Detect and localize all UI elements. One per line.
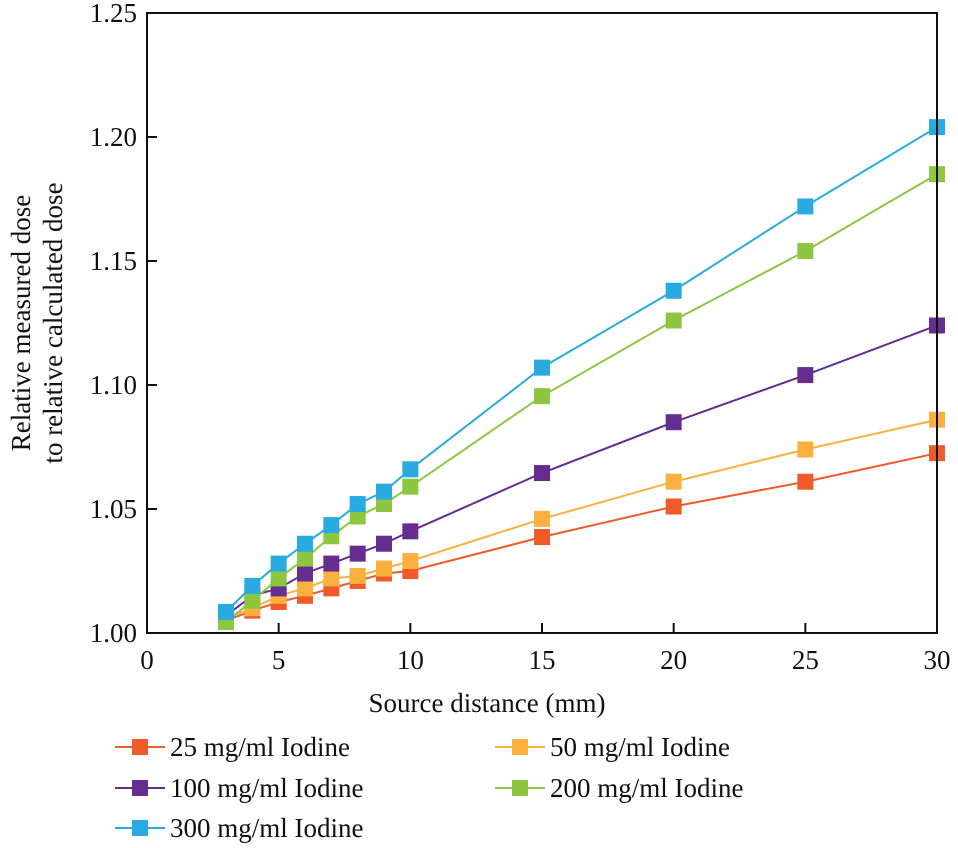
x-tick-label: 5 (272, 645, 286, 675)
y-axis-label-line1: Relative measured dose (6, 195, 36, 451)
legend-item: 100 mg/ml Iodine (115, 773, 363, 803)
data-point (534, 465, 550, 482)
data-point (665, 473, 682, 490)
y-tick-label: 1.25 (90, 0, 137, 28)
y-tick-label: 1.10 (90, 370, 137, 400)
y-tick-label: 1.15 (90, 246, 137, 276)
data-point (376, 483, 392, 500)
legend-label: 50 mg/ml Iodine (550, 732, 730, 762)
y-tick-label: 1.05 (90, 494, 137, 524)
legend-marker (132, 820, 148, 836)
data-point (376, 560, 392, 577)
legend-item: 200 mg/ml Iodine (495, 773, 743, 803)
x-tick-label: 10 (397, 645, 424, 675)
data-point (270, 570, 287, 587)
x-tick-label: 20 (660, 645, 687, 675)
data-point (797, 441, 814, 458)
data-point (297, 565, 313, 582)
x-tick-label: 0 (140, 645, 154, 675)
data-point (376, 496, 392, 513)
data-point (323, 570, 340, 587)
data-point (244, 577, 261, 594)
data-point (402, 553, 419, 570)
data-point (797, 198, 814, 215)
legend-item: 300 mg/ml Iodine (115, 813, 363, 843)
data-point (797, 367, 814, 384)
data-point (218, 603, 234, 620)
legend-marker (132, 780, 148, 796)
data-point (349, 567, 366, 584)
data-point (323, 517, 340, 534)
data-point (534, 510, 550, 527)
x-tick-label: 30 (924, 645, 951, 675)
data-point (323, 555, 340, 572)
legend-label: 25 mg/ml Iodine (170, 732, 350, 762)
data-point (402, 523, 419, 540)
data-point (297, 535, 313, 552)
legend-label: 300 mg/ml Iodine (170, 813, 363, 843)
legend-label: 100 mg/ml Iodine (170, 773, 363, 803)
legend-marker (512, 780, 528, 796)
data-point (402, 461, 419, 478)
series-layer (218, 119, 945, 631)
series-line (225, 173, 938, 623)
data-point (534, 359, 550, 376)
y-tick-label: 1.20 (90, 122, 137, 152)
data-point (665, 312, 682, 329)
x-axis-label: Source distance (mm) (369, 688, 606, 718)
x-tick-label: 25 (792, 645, 819, 675)
data-point (665, 282, 682, 299)
data-point (244, 592, 261, 609)
y-axis: 1.00 1.05 1.10 1.15 1.20 1.25 (90, 0, 157, 648)
legend: 25 mg/ml Iodine 50 mg/ml Iodine 100 mg/ml … (115, 732, 743, 843)
data-point (349, 545, 366, 562)
data-point (349, 508, 366, 525)
data-point (665, 414, 682, 431)
series-200-mg-ml (218, 166, 945, 631)
data-point (534, 388, 550, 405)
legend-marker (132, 739, 148, 755)
data-point (297, 580, 313, 597)
series-300-mg-ml (218, 119, 945, 620)
data-point (297, 550, 313, 567)
x-axis: 0 5 10 15 20 25 30 (140, 623, 951, 675)
legend-label: 200 mg/ml Iodine (550, 773, 743, 803)
data-point (665, 498, 682, 515)
legend-item: 50 mg/ml Iodine (495, 732, 730, 762)
data-point (534, 529, 550, 546)
data-point (376, 535, 392, 552)
y-tick-label: 1.00 (90, 618, 137, 648)
x-tick-label: 15 (529, 645, 556, 675)
legend-marker (512, 739, 528, 755)
data-point (797, 243, 814, 260)
data-point (270, 555, 287, 572)
data-point (797, 473, 814, 490)
data-point (349, 496, 366, 513)
legend-item: 25 mg/ml Iodine (115, 732, 350, 762)
data-point (402, 478, 419, 495)
y-axis-label-line2: to relative calculated dose (38, 182, 68, 463)
